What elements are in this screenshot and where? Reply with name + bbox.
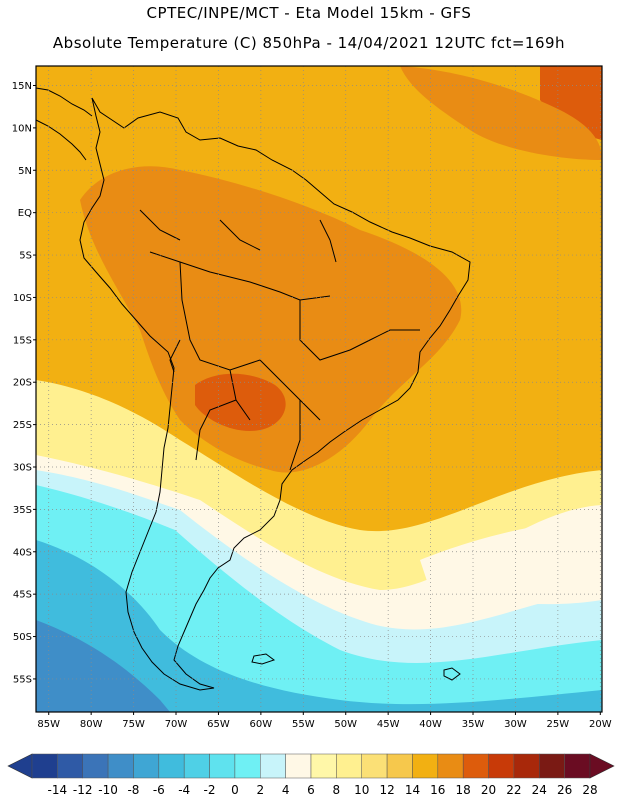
colorbar-label: 28: [582, 783, 597, 797]
field-hot-core: [195, 373, 286, 431]
colorbar-swatch: [82, 753, 109, 779]
colorbar-label: 12: [379, 783, 394, 797]
colorbar-label: 4: [282, 783, 290, 797]
colorbar-swatch: [412, 753, 439, 779]
colorbar-label: -6: [153, 783, 165, 797]
lat-label: 35S: [13, 505, 32, 516]
lat-label: 20S: [13, 378, 32, 389]
lon-label: 75W: [122, 719, 145, 730]
colorbar-label: 24: [532, 783, 547, 797]
colorbar-swatch: [209, 753, 236, 779]
lat-label: 55S: [13, 674, 32, 685]
lon-label: 45W: [377, 719, 400, 730]
colorbar-label: 16: [430, 783, 445, 797]
lon-label: 50W: [334, 719, 357, 730]
field-continent-warm: [80, 166, 462, 473]
lakes-and-islands: [251, 653, 461, 681]
colorbar-label: 10: [354, 783, 369, 797]
lon-label: 60W: [250, 719, 273, 730]
chart-title: CPTEC/INPE/MCT - Eta Model 15km - GFS: [146, 4, 472, 22]
map-frame: [35, 65, 603, 713]
colorbar: [7, 753, 615, 779]
field-southeast-cream: [420, 520, 602, 605]
longitude-labels: 85W 80W 75W 70W 65W 60W 55W 50W 45W 40W 35W 30W 25W 2…: [37, 712, 612, 730]
field-northeast-hot: [540, 66, 602, 140]
colorbar-label: -4: [178, 783, 190, 797]
colorbar-swatch: [386, 753, 413, 779]
colorbar-label: 22: [506, 783, 521, 797]
colorbar-swatch: [57, 753, 83, 779]
colorbar-swatch: [158, 753, 185, 779]
colorbar-low-arrow: [7, 753, 33, 779]
colorbar-swatch: [513, 753, 540, 779]
lat-label: 5N: [18, 166, 32, 177]
colorbar-swatch: [234, 753, 261, 779]
colorbar-swatch: [260, 753, 286, 779]
lon-label: 65W: [207, 719, 230, 730]
lon-label: 55W: [292, 719, 315, 730]
lat-label: 10S: [13, 293, 32, 304]
colorbar-label: 20: [481, 783, 496, 797]
lon-label: 80W: [80, 719, 103, 730]
colorbar-swatch: [133, 753, 160, 779]
colorbar-label: -2: [204, 783, 216, 797]
lon-label: 25W: [547, 719, 570, 730]
lat-label: 15N: [12, 81, 32, 92]
lat-label: EQ: [18, 208, 32, 219]
temperature-field: [36, 66, 602, 712]
colorbar-swatch: [361, 753, 388, 779]
lon-label: 40W: [419, 719, 442, 730]
latitude-labels: 15N 10N 5N EQ 5S 10S 15S 20S 25S 30S 35S 40S 45S 50S 5…: [12, 81, 36, 685]
colorbar-label: -14: [48, 783, 68, 797]
colorbar-label: 0: [231, 783, 239, 797]
colorbar-swatch: [462, 753, 489, 779]
colorbar-labels: -14 -12 -10 -8 -6 -4 -2 0 2 4 6 8 10 12 14 16 18 20 22 24 26…: [48, 783, 598, 797]
colorbar-high-arrow: [589, 753, 615, 779]
country-borders: [139, 209, 420, 471]
field-cool-blue: [36, 540, 602, 712]
colorbar-label: -10: [98, 783, 118, 797]
colorbar-label: 8: [333, 783, 341, 797]
colorbar-swatch: [564, 753, 591, 779]
colorbar-swatch: [539, 753, 565, 779]
colorbar-swatch: [183, 753, 210, 779]
colorbar-label: 6: [307, 783, 315, 797]
field-cold-blue: [36, 620, 170, 712]
colorbar-swatch: [488, 753, 515, 779]
colorbar-swatch: [31, 753, 58, 779]
colorbar-swatch: [437, 753, 464, 779]
south-america-coast: [79, 97, 471, 691]
lon-label: 30W: [504, 719, 527, 730]
central-america-coast: [35, 87, 93, 161]
lat-label: 10N: [12, 123, 32, 134]
colorbar-label: -12: [73, 783, 93, 797]
colorbar-label: -8: [127, 783, 139, 797]
colorbar-swatch: [285, 753, 312, 779]
field-warm-patch: [400, 66, 602, 160]
lat-label: 50S: [13, 632, 32, 643]
colorbar-swatch: [107, 753, 134, 779]
lat-label: 45S: [13, 590, 32, 601]
lon-label: 20W: [589, 719, 612, 730]
colorbar-label: 2: [256, 783, 264, 797]
lat-label: 15S: [13, 335, 32, 346]
lat-label: 40S: [13, 547, 32, 558]
lon-label: 35W: [462, 719, 485, 730]
lon-label: 85W: [37, 719, 60, 730]
lat-label: 25S: [13, 420, 32, 431]
colorbar-swatch: [310, 753, 337, 779]
colorbar-label: 14: [405, 783, 420, 797]
lat-label: 5S: [19, 251, 32, 262]
colorbar-label: 18: [456, 783, 471, 797]
colorbar-label: 26: [557, 783, 572, 797]
lon-label: 70W: [165, 719, 188, 730]
coastlines: [35, 87, 471, 691]
colorbar-swatch: [336, 753, 362, 779]
chart-subtitle: Absolute Temperature (C) 850hPa - 14/04/…: [52, 34, 566, 52]
lat-label: 30S: [13, 462, 32, 473]
